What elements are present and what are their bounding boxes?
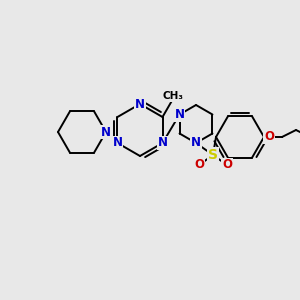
Text: O: O: [264, 130, 274, 143]
Text: CH₃: CH₃: [162, 91, 183, 101]
Text: O: O: [194, 158, 204, 172]
Text: N: N: [101, 125, 111, 139]
Text: N: N: [135, 98, 145, 110]
Text: N: N: [191, 136, 201, 149]
Text: O: O: [222, 158, 232, 172]
Text: N: N: [175, 108, 184, 121]
Text: S: S: [208, 148, 218, 162]
Text: N: N: [158, 136, 167, 149]
Text: N: N: [112, 136, 122, 149]
